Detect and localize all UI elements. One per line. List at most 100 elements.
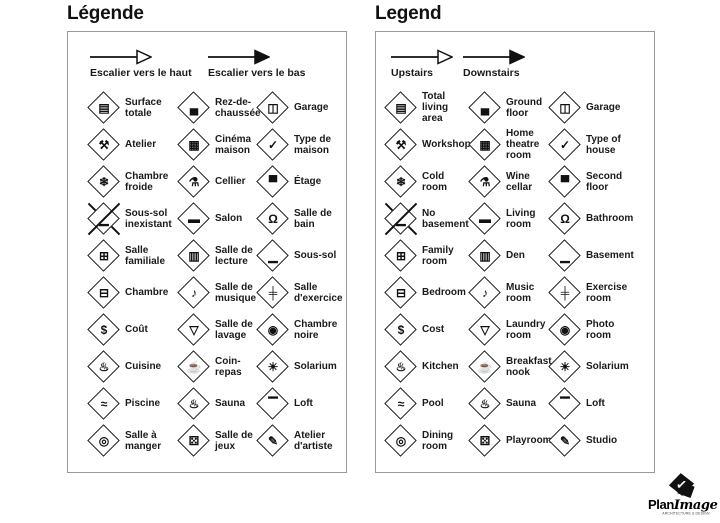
basement-icon: ▁ <box>548 238 582 273</box>
legend-item-label: Type of house <box>586 133 621 156</box>
legend-item-exercise-room: ╪ Salle d'exercice <box>256 274 346 311</box>
legend-item-basement: ▁ Basement <box>548 237 654 274</box>
legend-item-label: Sous-sol <box>294 250 337 261</box>
total-living-area-icon: ▤ <box>384 90 418 125</box>
ground-floor-icon: ▄ <box>177 90 211 125</box>
dining-room-icon: ◎ <box>87 423 121 458</box>
legend-item-kitchen: ♨ Cuisine <box>87 348 177 385</box>
legend-item-wine-cellar: ⚗ Cellier <box>177 163 256 200</box>
icon-glyph: ♨ <box>479 396 491 411</box>
legend-item-label: Salle de lecture <box>215 244 253 267</box>
playroom-icon: ⚄ <box>177 423 211 458</box>
loft-icon: ▔ <box>256 386 290 421</box>
icon-glyph: ◫ <box>267 100 279 115</box>
icon-glyph: ╪ <box>268 285 278 300</box>
legend-item-label: Cuisine <box>125 361 162 372</box>
legend-item-label: Family room <box>422 244 454 267</box>
cost-icon: $ <box>384 312 418 347</box>
exercise-room-icon: ╪ <box>548 275 582 310</box>
logo-text-plan: Plan <box>648 497 674 512</box>
legend-item-label: Coût <box>125 324 148 335</box>
legend-item-laundry-room: ▽ Laundry room <box>468 311 548 348</box>
legend-item-bedroom: ⊟ Chambre <box>87 274 177 311</box>
icon-glyph: ◫ <box>559 100 571 115</box>
workshop-icon: ⚒ <box>87 127 121 162</box>
legend-item-label: Cold room <box>422 170 447 193</box>
legend-item-label: Bathroom <box>586 213 634 224</box>
solid-arrow-icon <box>463 49 525 65</box>
total-living-area-icon: ▤ <box>87 90 121 125</box>
bedroom-icon: ⊟ <box>384 275 418 310</box>
wine-cellar-icon: ⚗ <box>177 164 211 199</box>
legend-item-label: Salle de bain <box>294 207 332 230</box>
icon-glyph: ◎ <box>395 433 407 448</box>
family-room-icon: ⊞ <box>87 238 121 273</box>
legend-item-playroom: ⚄ Playroom <box>468 422 552 459</box>
legend-item-label: Wine cellar <box>506 170 533 193</box>
legend-item-label: Loft <box>294 398 313 409</box>
legend-item-cost: $ Coût <box>87 311 177 348</box>
icon-glyph: ▀ <box>268 174 278 189</box>
legend-item-living-room: ▬ Salon <box>177 200 256 237</box>
music-room-icon: ♪ <box>177 275 211 310</box>
outline-arrow-icon <box>391 49 453 65</box>
icon-glyph: ▦ <box>188 137 200 152</box>
legend-item-bedroom: ⊟ Bedroom <box>384 274 468 311</box>
dining-room-icon: ◎ <box>384 423 418 458</box>
legend-item-second-floor: ▀ Étage <box>256 163 346 200</box>
legend-item-solarium: ☀ Solarium <box>256 348 346 385</box>
legend-item-label: Salon <box>215 213 243 224</box>
legend-item-label: Solarium <box>294 361 337 372</box>
icon-glyph: ⚒ <box>395 137 407 152</box>
legend-item-garage: ◫ Garage <box>548 89 654 126</box>
icon-glyph: ≈ <box>397 396 405 411</box>
legend-item-label: Cinéma maison <box>215 133 252 156</box>
legend-item-music-room: ♪ Salle de musique <box>177 274 256 311</box>
arrow-label: Escalier vers le haut <box>90 67 192 79</box>
legend-item-total-living-area: ▤ Surface totale <box>87 89 177 126</box>
exercise-room-icon: ╪ <box>256 275 290 310</box>
legend-item-label: Den <box>506 250 525 261</box>
logo-wordmark: PlanImage <box>648 497 718 512</box>
legend-item-playroom: ⚄ Salle de jeux <box>177 422 256 459</box>
icon-glyph: ✎ <box>559 433 571 448</box>
icon-glyph: ⚄ <box>188 433 200 448</box>
arrow-label: Upstairs <box>391 67 434 79</box>
panel-english: Legend Upstairs Downstairs ▤ Total living … <box>375 0 656 480</box>
stair-arrow-solid: Escalier vers le bas <box>208 49 326 79</box>
no-basement-icon: ▁ <box>87 201 121 236</box>
photo-room-icon: ◉ <box>548 312 582 347</box>
icon-glyph: ≈ <box>100 396 108 411</box>
planimage-logo-mark-icon: ✓ <box>668 473 695 499</box>
legend-item-second-floor: ▀ Second floor <box>548 163 654 200</box>
legend-item-photo-room: ◉ Photo room <box>548 311 654 348</box>
legend-item-label: Solarium <box>586 361 629 372</box>
legend-item-label: Loft <box>586 398 605 409</box>
studio-icon: ✎ <box>256 423 290 458</box>
legend-item-label: Chambre froide <box>125 170 169 193</box>
panel-french: Légende Escalier vers le haut Escalier ve… <box>67 0 348 480</box>
home-theatre-room-icon: ▦ <box>177 127 211 162</box>
legend-item-label: Total living area <box>422 91 449 124</box>
icon-glyph: ⊟ <box>395 285 407 300</box>
icon-glyph: ⊞ <box>395 248 407 263</box>
legend-item-no-basement: ▁ Sous-sol inexistant <box>87 200 177 237</box>
icon-glyph: ▥ <box>188 248 200 263</box>
legend-item-bathroom: Ω Salle de bain <box>256 200 346 237</box>
breakfast-nook-icon: ☕ <box>468 349 502 384</box>
legend-item-pool: ≈ Pool <box>384 385 468 422</box>
legend-item-label: Dining room <box>422 429 454 452</box>
legend-item-label: Laundry room <box>506 318 546 341</box>
legend-item-label: Piscine <box>125 398 161 409</box>
legend-item-studio: ✎ Atelier d'artiste <box>256 422 346 459</box>
music-room-icon: ♪ <box>468 275 502 310</box>
legend-item-label: Living room <box>506 207 536 230</box>
legend-item-label: Cellier <box>215 176 246 187</box>
legend-item-laundry-room: ▽ Salle de lavage <box>177 311 256 348</box>
legend-item-label: Breakfast nook <box>506 355 552 378</box>
arrow-label: Downstairs <box>463 67 520 79</box>
legend-item-solarium: ☀ Solarium <box>548 348 654 385</box>
pool-icon: ≈ <box>384 386 418 421</box>
legend-item-label: Sauna <box>506 398 537 409</box>
legend-item-bathroom: Ω Bathroom <box>548 200 654 237</box>
